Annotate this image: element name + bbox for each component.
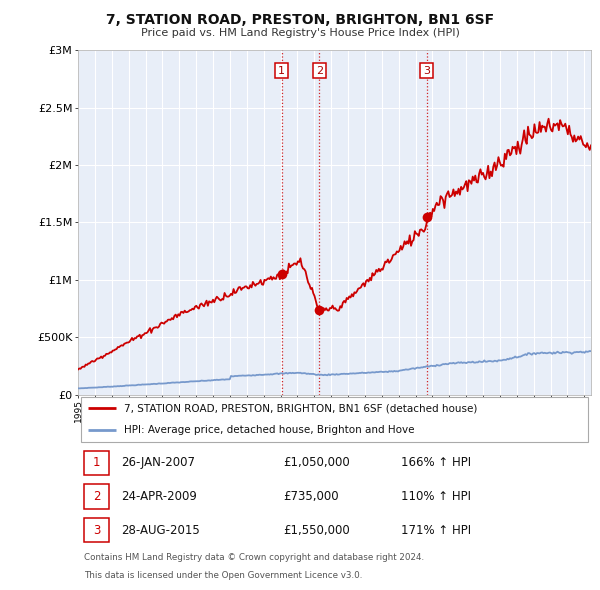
Text: £735,000: £735,000	[283, 490, 339, 503]
Text: 2: 2	[93, 490, 100, 503]
FancyBboxPatch shape	[84, 518, 109, 542]
Text: 171% ↑ HPI: 171% ↑ HPI	[401, 523, 472, 536]
Text: Contains HM Land Registry data © Crown copyright and database right 2024.: Contains HM Land Registry data © Crown c…	[84, 553, 424, 562]
Text: 28-AUG-2015: 28-AUG-2015	[122, 523, 200, 536]
Text: 2: 2	[316, 65, 323, 76]
Text: HPI: Average price, detached house, Brighton and Hove: HPI: Average price, detached house, Brig…	[124, 425, 415, 435]
Text: Price paid vs. HM Land Registry's House Price Index (HPI): Price paid vs. HM Land Registry's House …	[140, 28, 460, 38]
Text: 110% ↑ HPI: 110% ↑ HPI	[401, 490, 471, 503]
Text: 7, STATION ROAD, PRESTON, BRIGHTON, BN1 6SF (detached house): 7, STATION ROAD, PRESTON, BRIGHTON, BN1 …	[124, 403, 478, 413]
Text: 166% ↑ HPI: 166% ↑ HPI	[401, 457, 472, 470]
FancyBboxPatch shape	[84, 484, 109, 509]
Text: £1,550,000: £1,550,000	[283, 523, 350, 536]
Text: This data is licensed under the Open Government Licence v3.0.: This data is licensed under the Open Gov…	[84, 571, 362, 581]
Text: 1: 1	[278, 65, 285, 76]
Text: 24-APR-2009: 24-APR-2009	[122, 490, 197, 503]
Text: 1: 1	[93, 457, 100, 470]
FancyBboxPatch shape	[84, 451, 109, 475]
FancyBboxPatch shape	[80, 396, 589, 442]
Text: 7, STATION ROAD, PRESTON, BRIGHTON, BN1 6SF: 7, STATION ROAD, PRESTON, BRIGHTON, BN1 …	[106, 13, 494, 27]
Text: 3: 3	[423, 65, 430, 76]
Text: £1,050,000: £1,050,000	[283, 457, 350, 470]
Text: 3: 3	[93, 523, 100, 536]
Text: 26-JAN-2007: 26-JAN-2007	[122, 457, 196, 470]
